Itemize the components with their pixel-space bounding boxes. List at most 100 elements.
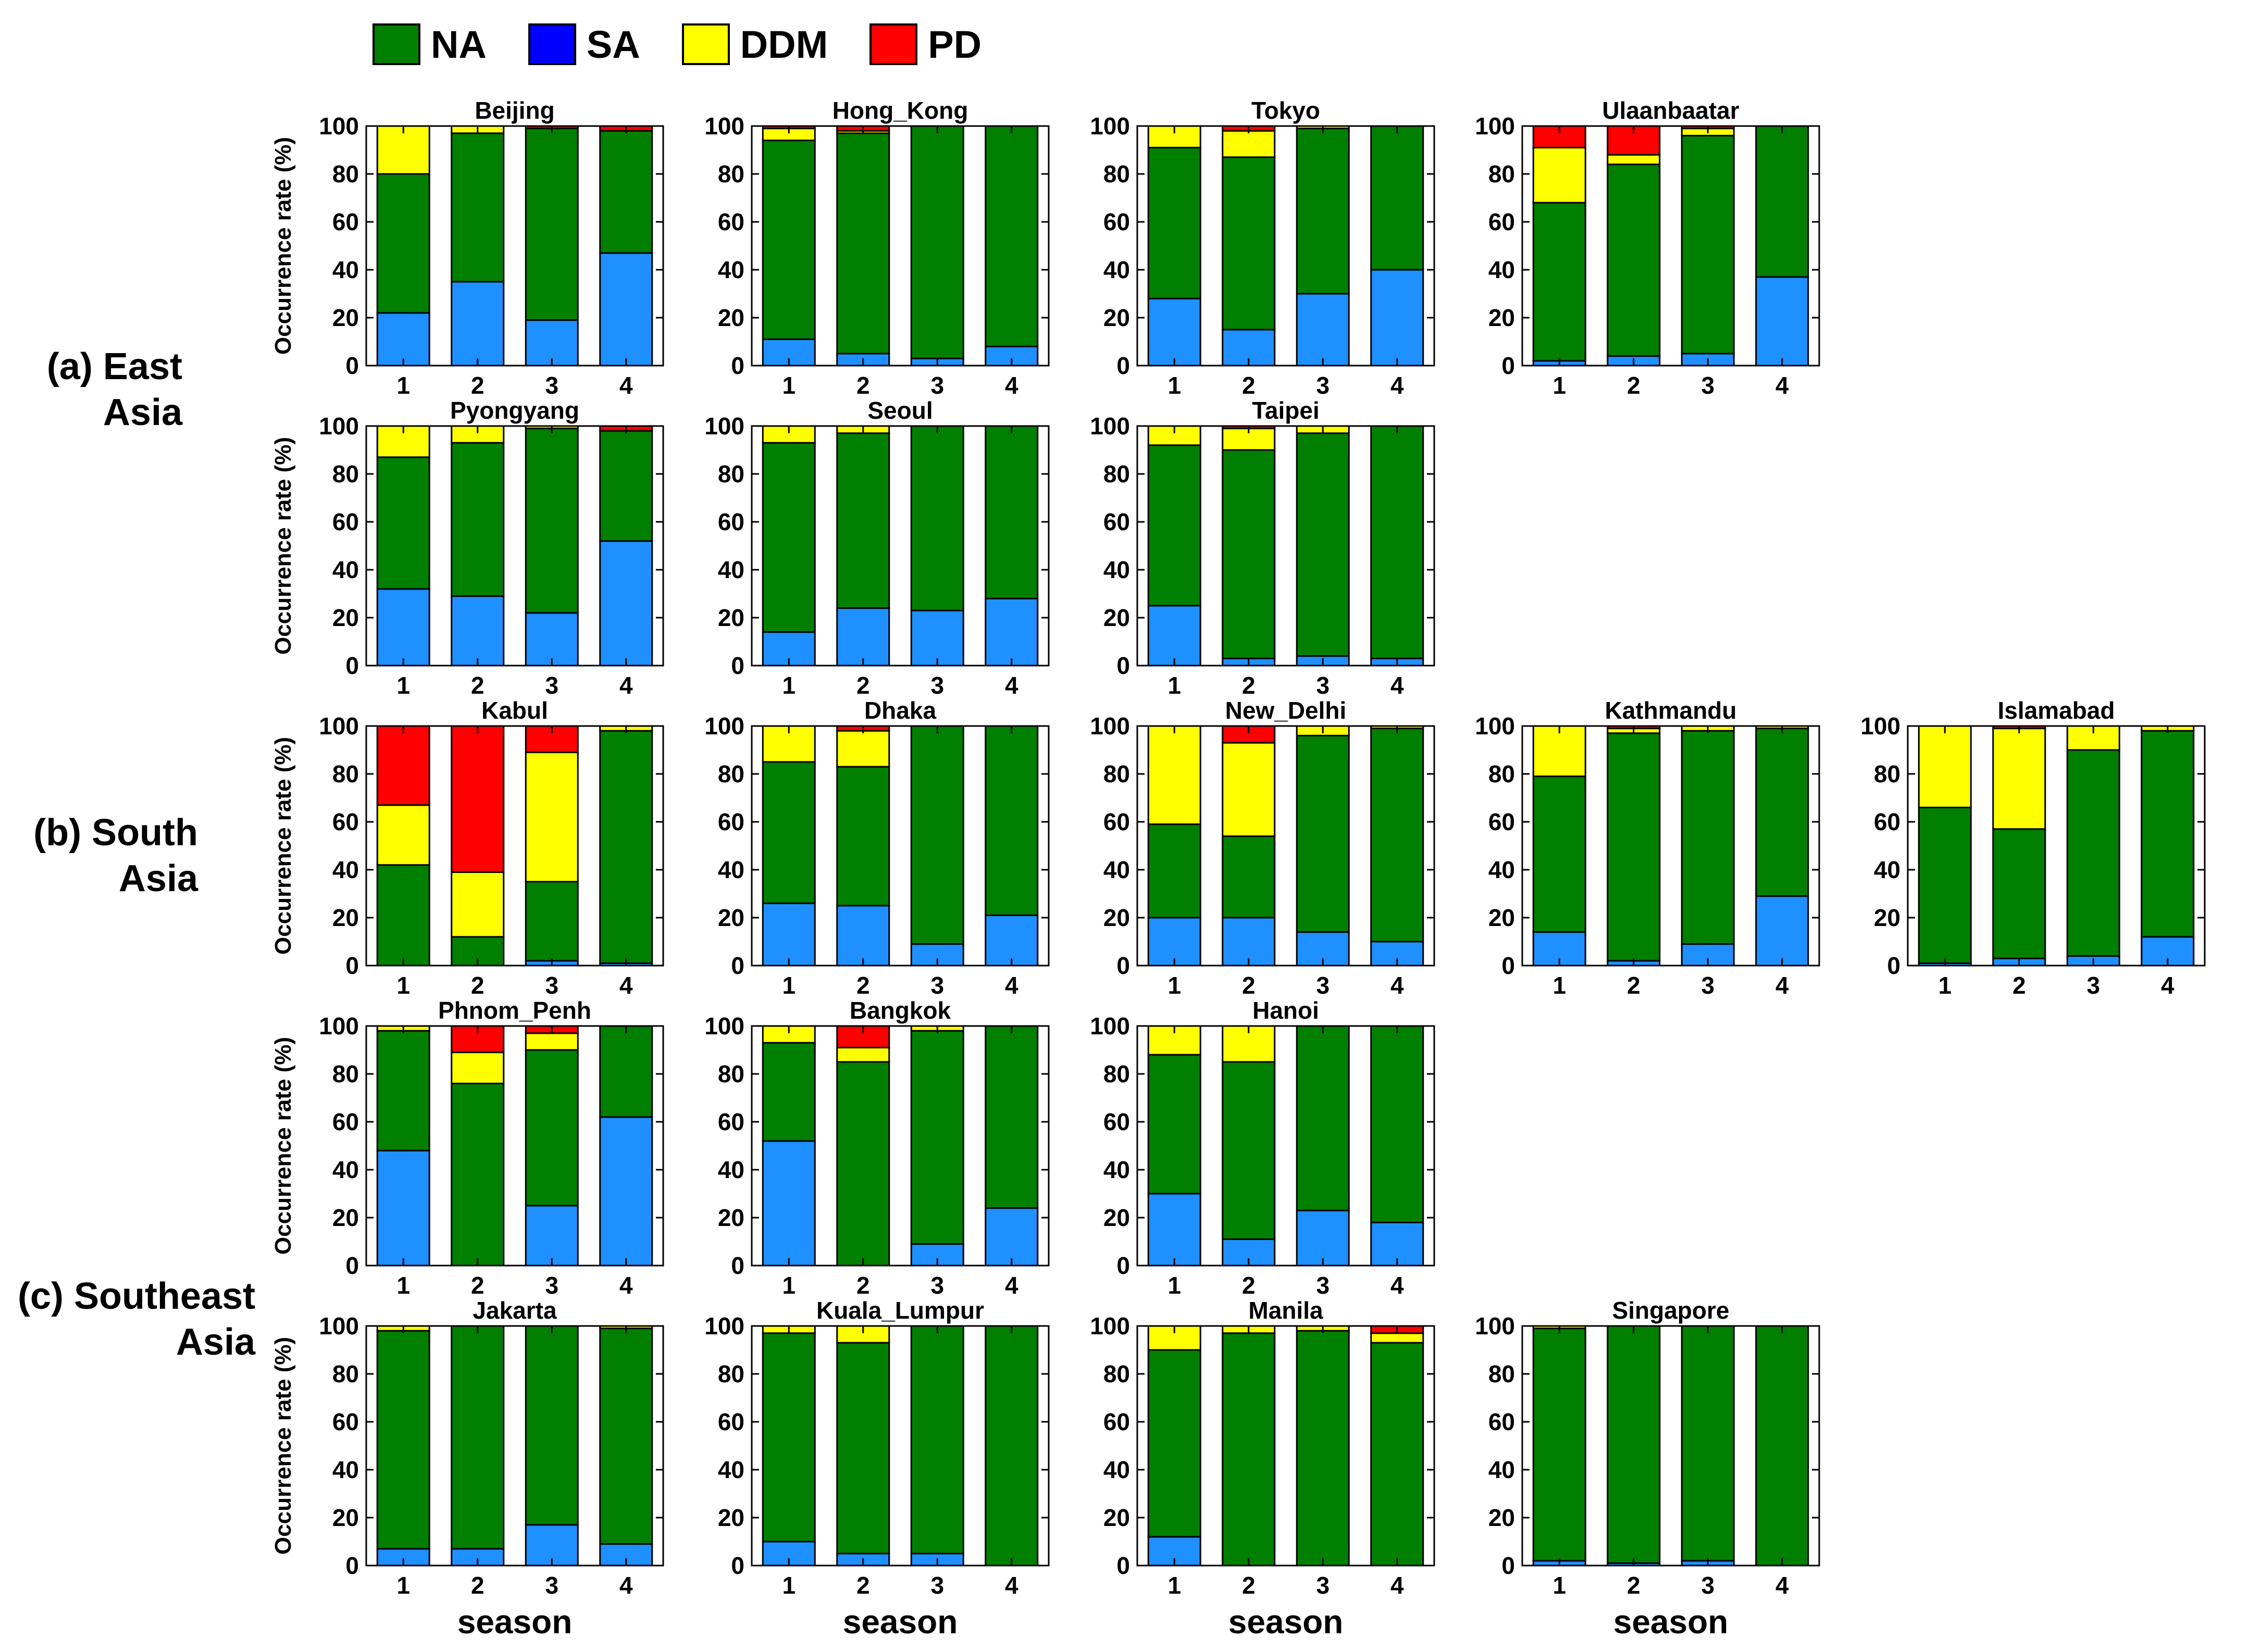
x-tick-label: 1 bbox=[782, 672, 796, 699]
bar-segment-na bbox=[1681, 1325, 1735, 1562]
bar-segment-na bbox=[1607, 1325, 1661, 1564]
panel-title: Bangkok bbox=[850, 997, 951, 1024]
x-tick-label: 1 bbox=[396, 1272, 410, 1299]
bar-segment-ddm bbox=[1918, 725, 1972, 808]
x-tick-label: 2 bbox=[1242, 372, 1256, 399]
y-tick-label: 20 bbox=[1103, 1204, 1130, 1231]
y-tick-label: 0 bbox=[1116, 1552, 1130, 1579]
x-tick-label: 2 bbox=[856, 972, 870, 999]
x-tick-label: 4 bbox=[619, 972, 633, 999]
y-tick-label: 80 bbox=[1488, 1360, 1515, 1387]
x-axis-label: season bbox=[843, 1603, 958, 1641]
plot-frame bbox=[1136, 1025, 1435, 1267]
legend-label-ddm: DDM bbox=[740, 22, 828, 66]
y-tick-label: 80 bbox=[1103, 160, 1130, 187]
y-tick-label: 0 bbox=[345, 1552, 359, 1579]
bar-segment-na bbox=[1370, 425, 1424, 659]
y-axis-label: Occurrence rate (%) bbox=[270, 137, 296, 355]
y-tick-label: 40 bbox=[718, 556, 744, 583]
x-tick-label: 1 bbox=[396, 372, 410, 399]
y-tick-label: 60 bbox=[718, 1108, 744, 1135]
bar-segment-ddm bbox=[525, 1032, 579, 1051]
bar-segment-na bbox=[1147, 1054, 1201, 1195]
bar-segment-ddm bbox=[1532, 146, 1586, 204]
bar-segment-sa bbox=[451, 281, 505, 367]
y-tick-label: 60 bbox=[332, 1408, 359, 1435]
x-tick-label: 3 bbox=[930, 372, 944, 399]
x-tick-label: 2 bbox=[471, 1572, 484, 1599]
bar-segment-ddm bbox=[376, 804, 430, 866]
bar-segment-ddm bbox=[376, 125, 430, 175]
bar-segment-na bbox=[985, 725, 1039, 916]
y-tick-label: 80 bbox=[718, 160, 744, 187]
y-tick-label: 20 bbox=[1103, 604, 1130, 631]
y-tick-label: 40 bbox=[1103, 256, 1130, 283]
legend-swatch-na bbox=[372, 23, 420, 65]
y-tick-label: 0 bbox=[731, 652, 744, 679]
y-tick-label: 20 bbox=[1874, 904, 1900, 931]
y-tick-label: 0 bbox=[345, 952, 359, 979]
x-tick-label: 4 bbox=[1775, 972, 1789, 999]
y-tick-label: 20 bbox=[718, 1204, 744, 1231]
y-tick-label: 40 bbox=[332, 1156, 359, 1183]
x-tick-label: 1 bbox=[1938, 972, 1952, 999]
y-tick-label: 20 bbox=[718, 1504, 744, 1531]
y-tick-label: 80 bbox=[718, 760, 744, 787]
y-tick-label: 0 bbox=[731, 952, 744, 979]
region-label-line: Asia bbox=[103, 392, 182, 433]
y-tick-label: 60 bbox=[1874, 808, 1900, 835]
bar-segment-sa bbox=[599, 1116, 653, 1267]
panel-title: Singapore bbox=[1612, 1297, 1730, 1324]
x-tick-label: 3 bbox=[545, 1572, 558, 1599]
y-tick-label: 40 bbox=[1874, 856, 1900, 883]
bar-segment-na bbox=[1532, 775, 1586, 933]
bar-segment-na bbox=[836, 432, 890, 609]
y-tick-label: 100 bbox=[319, 412, 359, 440]
bar-segment-na bbox=[762, 442, 816, 633]
bar-segment-na bbox=[985, 425, 1039, 599]
x-tick-label: 1 bbox=[1552, 1572, 1566, 1599]
y-tick-label: 100 bbox=[1475, 712, 1515, 740]
x-tick-label: 2 bbox=[1242, 672, 1256, 699]
y-tick-label: 0 bbox=[1116, 652, 1130, 679]
y-tick-label: 100 bbox=[1860, 712, 1900, 740]
x-tick-label: 1 bbox=[396, 1572, 410, 1599]
panel-title: New_Delhi bbox=[1225, 697, 1347, 724]
y-tick-label: 80 bbox=[718, 460, 744, 487]
y-tick-label: 80 bbox=[1103, 1360, 1130, 1387]
bar-segment-na bbox=[985, 1025, 1039, 1209]
x-tick-label: 1 bbox=[396, 672, 410, 699]
panel-title: Tokyo bbox=[1251, 97, 1320, 124]
bar-segment-na bbox=[910, 725, 964, 945]
y-tick-label: 0 bbox=[345, 652, 359, 679]
x-tick-label: 2 bbox=[1627, 1572, 1641, 1599]
y-tick-label: 40 bbox=[332, 1456, 359, 1483]
y-tick-label: 60 bbox=[1103, 1408, 1130, 1435]
y-tick-label: 40 bbox=[332, 556, 359, 583]
y-axis-label: Occurrence rate (%) bbox=[270, 1337, 296, 1555]
plot-frame bbox=[1136, 1325, 1435, 1567]
plot-frame bbox=[751, 125, 1050, 367]
panel-title: Taipei bbox=[1252, 397, 1320, 424]
x-tick-label: 4 bbox=[619, 1572, 633, 1599]
x-tick-label: 3 bbox=[930, 1572, 944, 1599]
y-tick-label: 0 bbox=[731, 1552, 744, 1579]
bar-segment-na bbox=[1607, 732, 1661, 962]
x-tick-label: 4 bbox=[1390, 672, 1404, 699]
x-tick-label: 3 bbox=[1316, 972, 1329, 999]
bar-segment-sa bbox=[525, 612, 579, 667]
x-tick-label: 3 bbox=[545, 372, 558, 399]
bar-segment-na bbox=[910, 125, 964, 359]
y-tick-label: 0 bbox=[731, 352, 744, 379]
region-label-line: Asia bbox=[176, 1321, 255, 1363]
x-tick-label: 2 bbox=[471, 972, 484, 999]
y-tick-label: 20 bbox=[1103, 1504, 1130, 1531]
x-tick-label: 4 bbox=[1775, 1572, 1789, 1599]
panel-title: Pyongyang bbox=[450, 397, 579, 424]
y-tick-label: 40 bbox=[1488, 256, 1515, 283]
x-tick-label: 3 bbox=[545, 672, 558, 699]
y-tick-label: 60 bbox=[718, 1408, 744, 1435]
y-tick-label: 100 bbox=[704, 1312, 744, 1340]
y-tick-label: 0 bbox=[345, 352, 359, 379]
y-tick-label: 0 bbox=[1116, 352, 1130, 379]
